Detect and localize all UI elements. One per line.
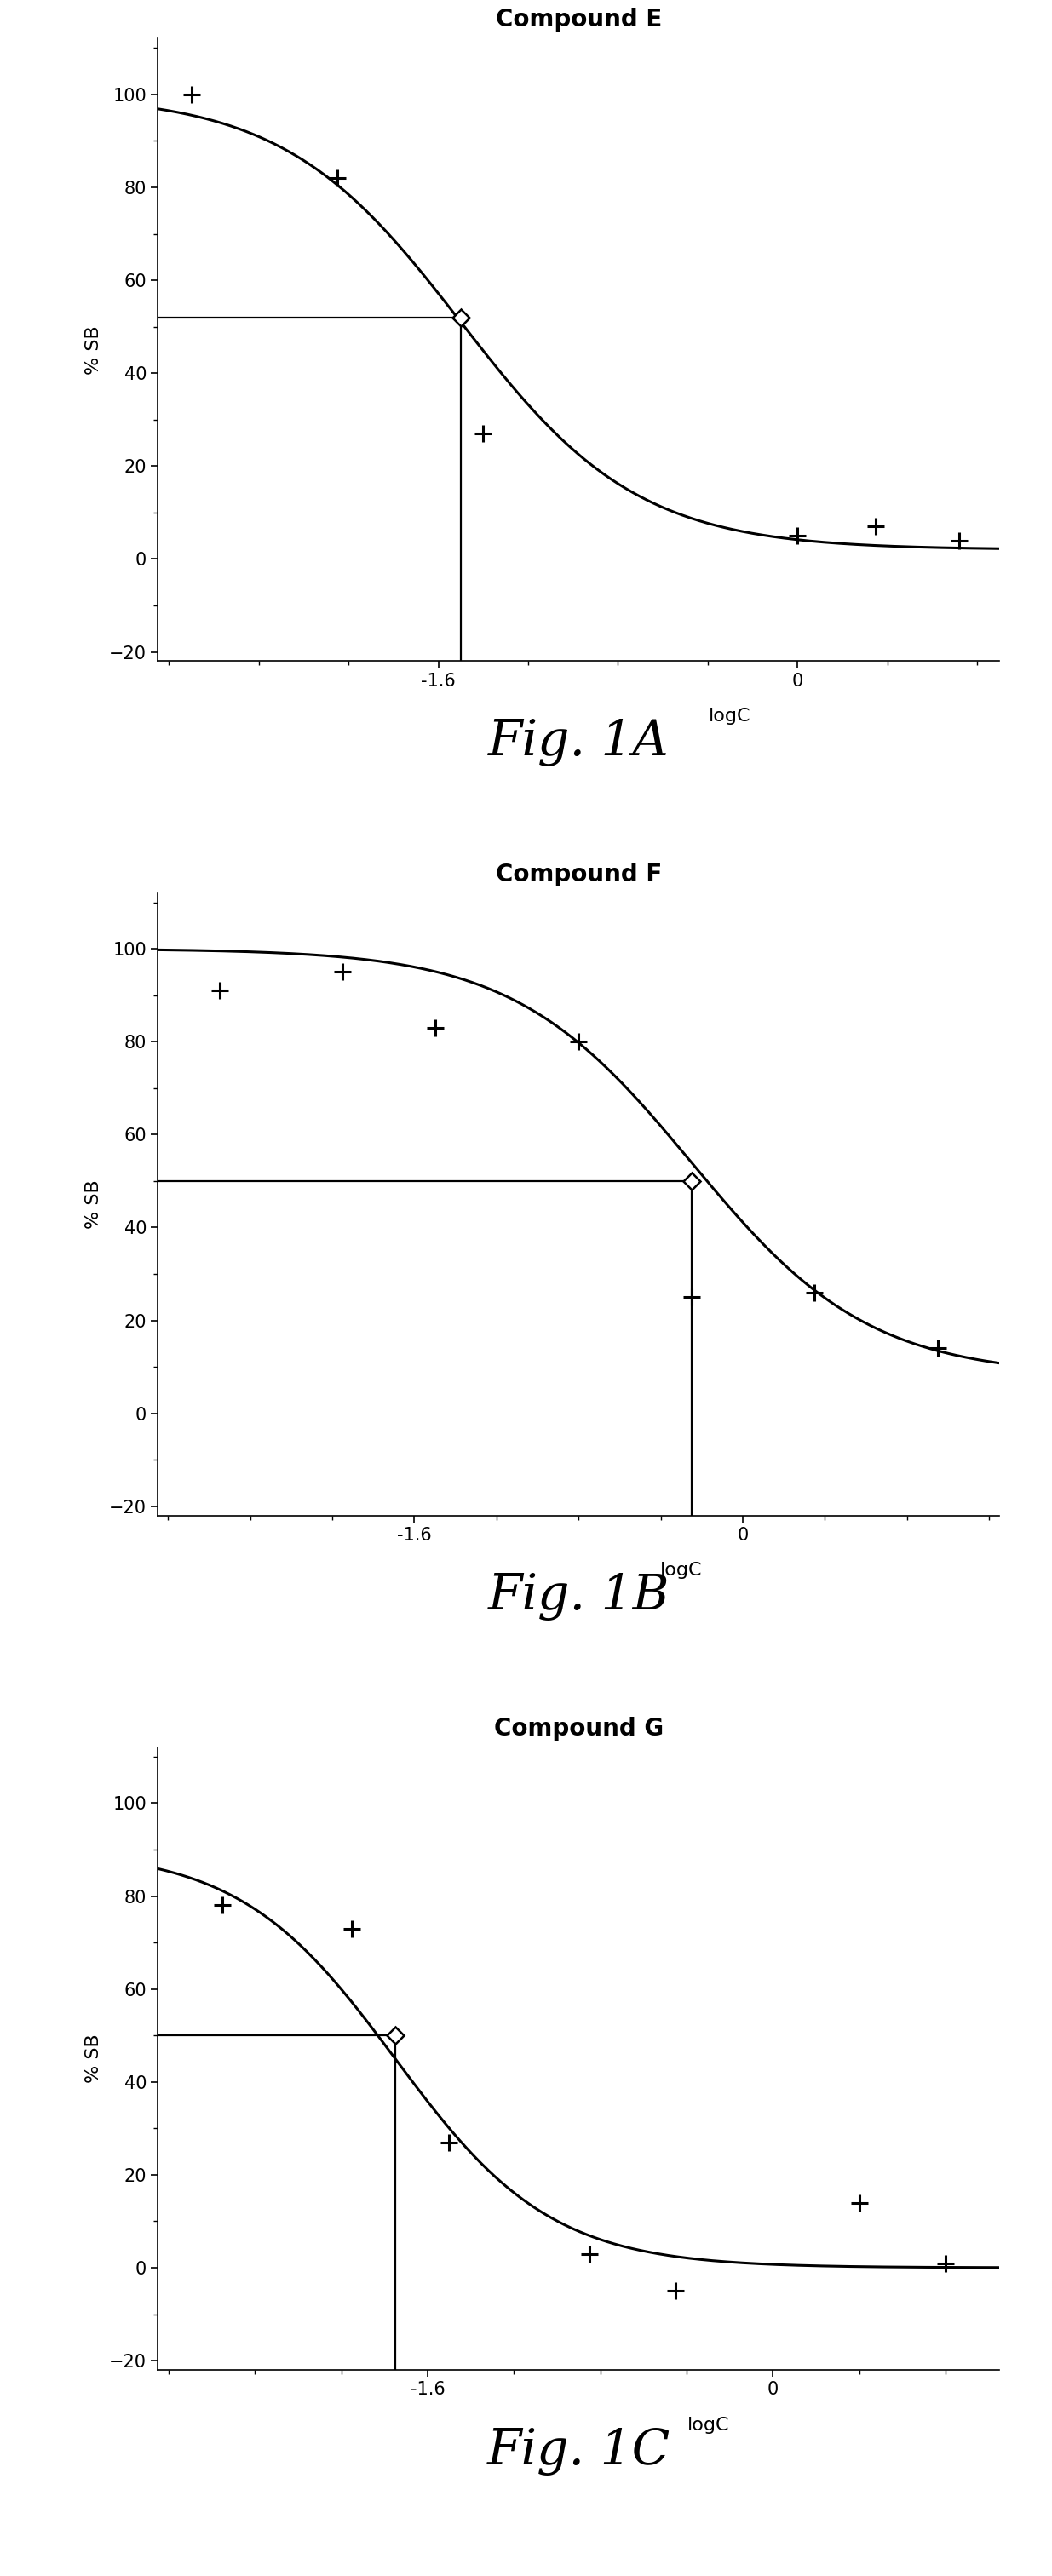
Text: logC: logC <box>709 708 751 724</box>
Y-axis label: % SB: % SB <box>85 2035 102 2084</box>
Text: logC: logC <box>687 2416 729 2434</box>
Text: Fig. 1B: Fig. 1B <box>488 1571 669 1620</box>
Text: Fig. 1C: Fig. 1C <box>487 2427 670 2476</box>
Title: Compound G: Compound G <box>493 1716 664 1741</box>
Y-axis label: % SB: % SB <box>85 1180 102 1229</box>
Title: Compound E: Compound E <box>495 8 662 31</box>
Text: logC: logC <box>661 1561 703 1579</box>
Y-axis label: % SB: % SB <box>85 325 102 374</box>
Title: Compound F: Compound F <box>495 863 662 886</box>
Text: Fig. 1A: Fig. 1A <box>488 719 669 768</box>
